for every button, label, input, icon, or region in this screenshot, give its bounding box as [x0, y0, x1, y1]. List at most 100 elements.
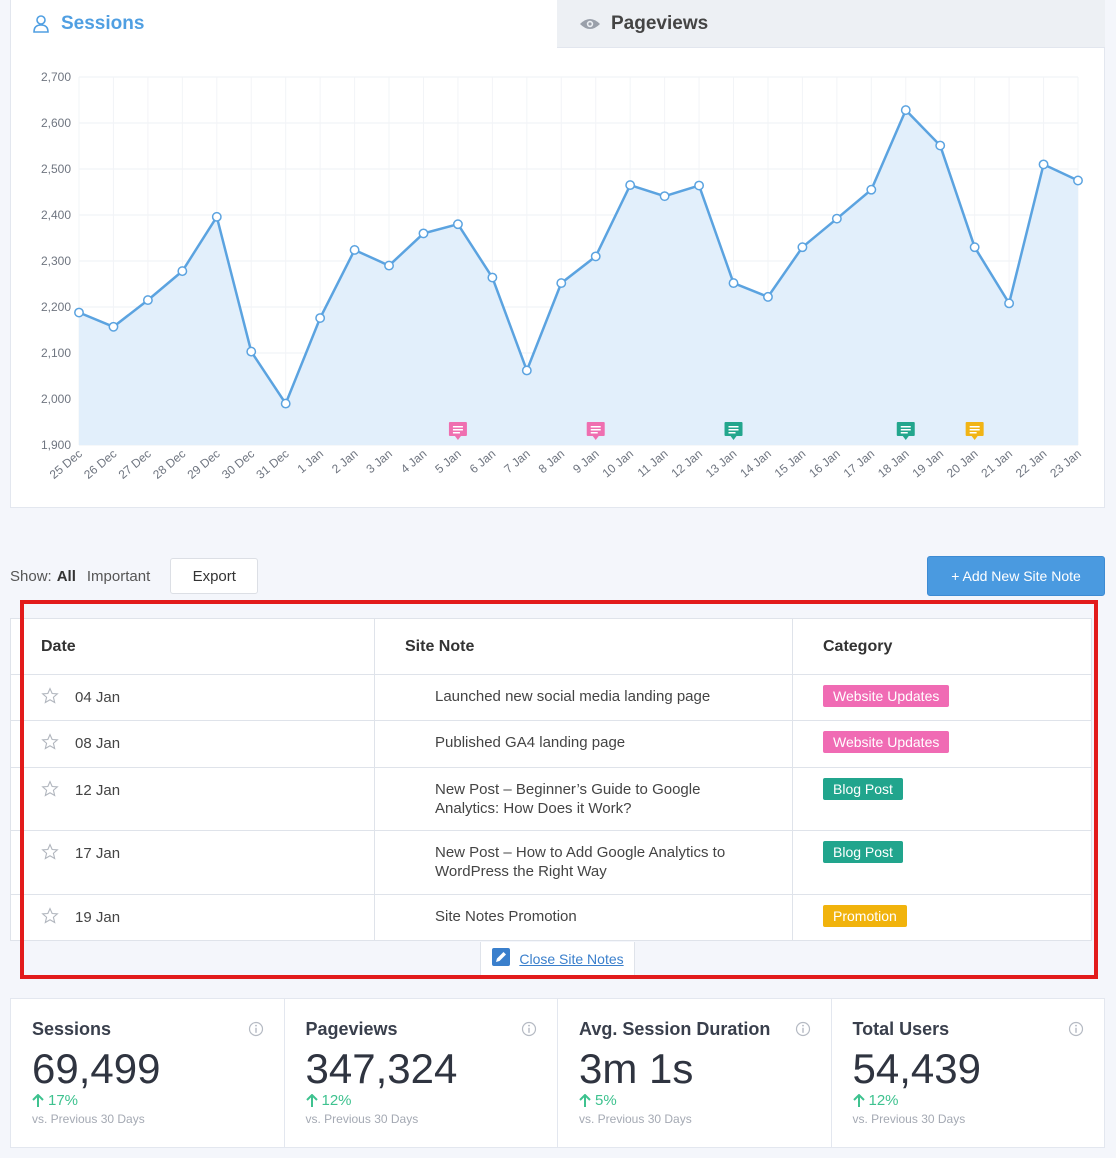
- x-tick-label: 22 Jan: [1013, 447, 1050, 481]
- arrow-up-icon: [579, 1093, 591, 1107]
- category-badge: Website Updates: [823, 731, 950, 753]
- y-tick-label: 2,500: [41, 162, 71, 176]
- info-icon[interactable]: [521, 1021, 537, 1042]
- star-icon[interactable]: [41, 780, 59, 802]
- stat-change-value: 12%: [868, 1092, 899, 1109]
- export-button[interactable]: Export: [170, 558, 259, 594]
- data-point: [177, 266, 188, 277]
- stat-total-users: Total Users 54,439 12% vs. Previous 30 D…: [832, 999, 1105, 1147]
- tab-sessions[interactable]: Sessions: [10, 0, 557, 48]
- table-row: 12 Jan New Post – Beginner’s Guide to Goo…: [10, 767, 1092, 831]
- note-text-cell: Published GA4 landing page: [374, 720, 793, 768]
- star-icon[interactable]: [41, 733, 59, 755]
- add-site-note-button[interactable]: + Add New Site Note: [927, 556, 1105, 596]
- x-tick-label: 18 Jan: [875, 447, 912, 481]
- data-point: [108, 321, 119, 332]
- star-icon[interactable]: [41, 907, 59, 929]
- arrow-up-icon: [852, 1093, 865, 1107]
- pencil-icon: [491, 947, 511, 970]
- note-date-cell: 08 Jan: [10, 720, 375, 768]
- x-tick-label: 2 Jan: [329, 447, 360, 477]
- category-badge: Promotion: [823, 905, 907, 927]
- stat-value: 54,439: [852, 1045, 981, 1092]
- note-category-cell: Blog Post: [792, 830, 1092, 895]
- table-header-row: Date Site Note Category: [10, 618, 1092, 675]
- data-point: [1073, 175, 1083, 186]
- data-point: [659, 191, 670, 202]
- stat-change-value: 12%: [321, 1092, 352, 1109]
- note-text: New Post – How to Add Google Analytics t…: [435, 844, 726, 880]
- site-note-marker[interactable]: [586, 422, 605, 440]
- filter-important[interactable]: Important: [86, 567, 151, 585]
- note-text: New Post – Beginner’s Guide to Google An…: [435, 781, 701, 817]
- category-badge: Website Updates: [823, 685, 950, 707]
- tab-pageviews[interactable]: Pageviews: [557, 0, 1105, 48]
- stat-change: 5%: [579, 1092, 831, 1109]
- user-icon: [31, 14, 51, 34]
- note-text: Launched new social media landing page: [435, 688, 711, 705]
- x-tick-label: 13 Jan: [703, 447, 740, 481]
- info-icon[interactable]: [1068, 1021, 1084, 1042]
- stat-title: Pageviews: [305, 1019, 398, 1039]
- note-category-cell: Blog Post: [792, 767, 1092, 831]
- x-tick-label: 11 Jan: [635, 447, 671, 480]
- x-tick-label: 17 Jan: [841, 447, 878, 481]
- close-site-notes-link[interactable]: Close Site Notes: [519, 950, 624, 967]
- x-tick-label: 5 Jan: [432, 447, 463, 477]
- arrow-up-icon: [305, 1093, 318, 1107]
- stat-change: 12%: [305, 1092, 558, 1109]
- note-category-cell: Promotion: [792, 894, 1092, 941]
- data-point: [969, 242, 980, 253]
- stat-change: 17%: [32, 1092, 284, 1109]
- stat-compare: vs. Previous 30 Days: [32, 1112, 145, 1126]
- arrow-up-icon: [32, 1093, 44, 1107]
- y-tick-label: 2,000: [41, 392, 71, 406]
- data-point: [763, 291, 773, 302]
- site-note-marker[interactable]: [965, 422, 984, 440]
- series-area: [79, 110, 1078, 445]
- site-note-marker[interactable]: [896, 422, 915, 440]
- info-icon[interactable]: [248, 1021, 264, 1042]
- stat-avg-session-duration: Avg. Session Duration 3m 1s 5% vs. Previ…: [558, 999, 832, 1147]
- stat-title: Total Users: [852, 1019, 950, 1039]
- table-row: 17 Jan New Post – How to Add Google Analy…: [10, 830, 1092, 895]
- stat-compare: vs. Previous 30 Days: [305, 1112, 419, 1126]
- stat-change-value: 17%: [48, 1092, 79, 1109]
- close-site-notes-tab: Close Site Notes: [480, 942, 635, 976]
- x-tick-label: 27 Dec: [116, 447, 154, 482]
- tab-sessions-label: Sessions: [61, 13, 145, 34]
- data-point: [866, 184, 877, 195]
- stat-pageviews: Pageviews 347,324 12% vs. Previous 30 Da…: [285, 999, 558, 1147]
- data-point: [556, 278, 567, 289]
- eye-icon: [579, 16, 601, 32]
- stat-title: Avg. Session Duration: [579, 1019, 771, 1039]
- note-category-cell: Website Updates: [792, 720, 1092, 768]
- data-point: [211, 211, 222, 222]
- stat-value: 347,324: [305, 1045, 458, 1092]
- stat-change-value: 5%: [595, 1092, 617, 1109]
- site-note-marker[interactable]: [448, 422, 467, 440]
- data-point: [831, 213, 842, 224]
- note-date: 04 Jan: [75, 689, 121, 706]
- x-tick-label: 19 Jan: [910, 447, 947, 481]
- note-category-cell: Website Updates: [792, 674, 1092, 721]
- note-date-cell: 12 Jan: [10, 767, 375, 831]
- star-icon[interactable]: [41, 843, 59, 865]
- y-tick-label: 2,600: [41, 116, 71, 130]
- star-icon[interactable]: [41, 687, 59, 709]
- note-text: Published GA4 landing page: [435, 734, 626, 751]
- column-header-date: Date: [10, 618, 375, 675]
- x-tick-label: 28 Dec: [150, 447, 188, 482]
- data-point: [280, 398, 291, 409]
- note-date-cell: 17 Jan: [10, 830, 375, 895]
- site-note-marker[interactable]: [724, 422, 743, 440]
- data-point: [625, 180, 636, 191]
- data-point: [142, 295, 153, 306]
- info-icon[interactable]: [795, 1021, 811, 1042]
- overview-stats: Sessions 69,499 17% vs. Previous 30 Days…: [10, 998, 1105, 1148]
- filter-all[interactable]: All: [56, 567, 76, 585]
- stat-compare: vs. Previous 30 Days: [579, 1112, 692, 1126]
- category-badge: Blog Post: [823, 841, 903, 863]
- data-point: [728, 278, 739, 289]
- sessions-chart-panel: 1,900 2,000 2,100 2,200 2,300 2,400 2,500 2,600…: [10, 48, 1105, 508]
